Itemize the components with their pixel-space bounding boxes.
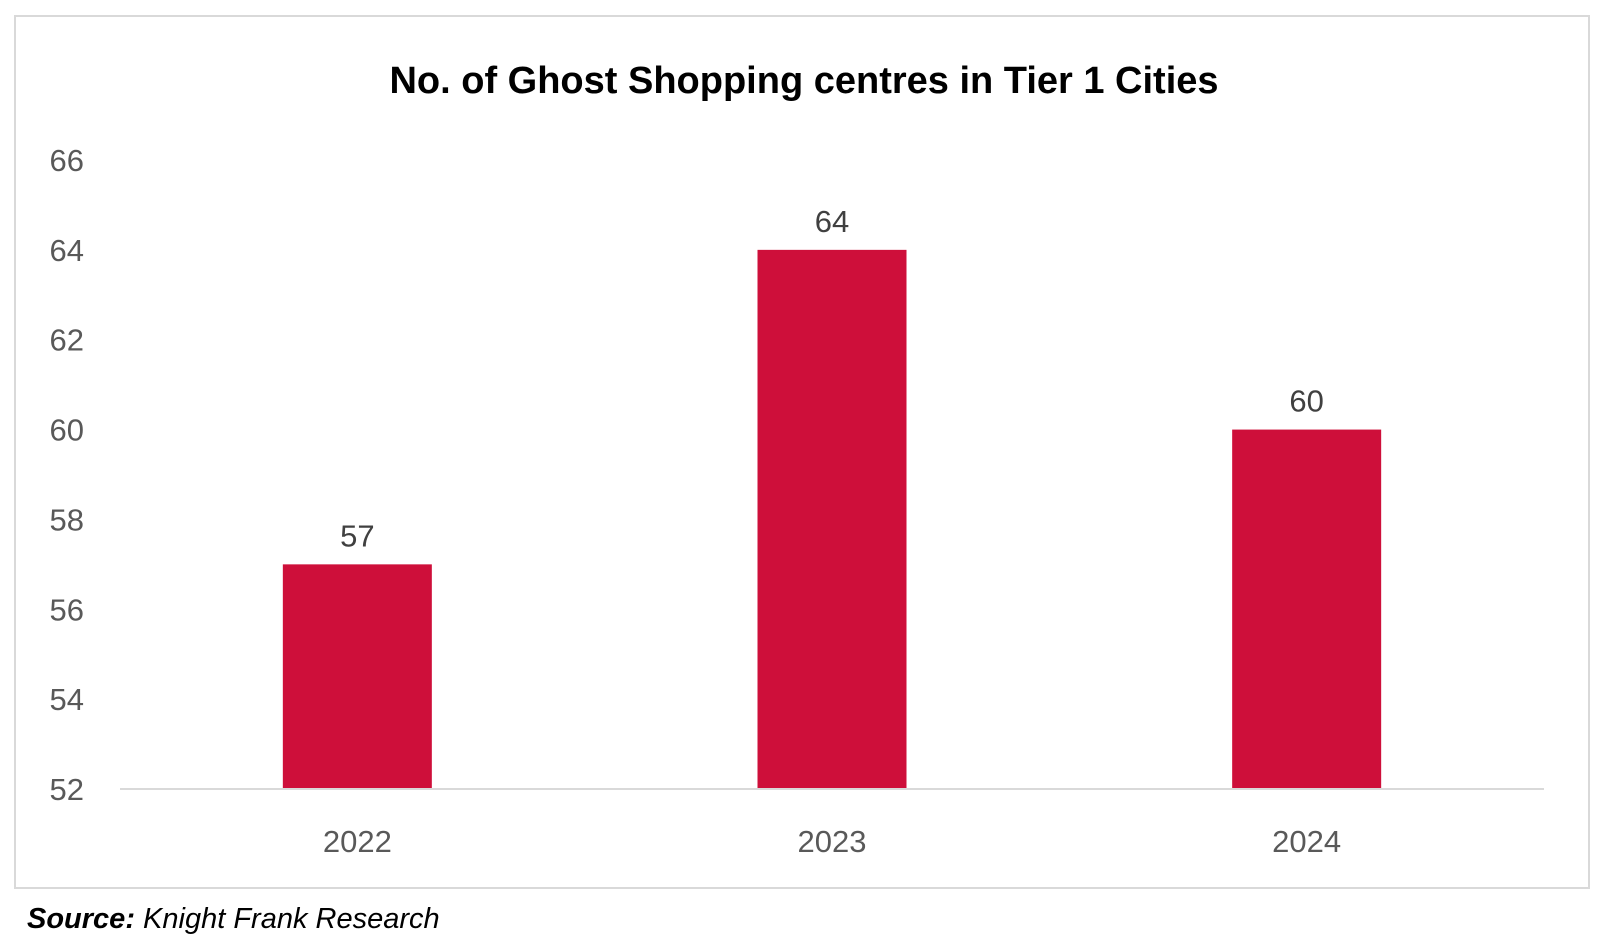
y-tick-label: 54 xyxy=(50,682,84,717)
x-tick-label: 2022 xyxy=(323,824,392,859)
y-tick-label: 60 xyxy=(50,413,84,448)
y-tick-label: 64 xyxy=(50,233,84,268)
source-label: Source: xyxy=(27,903,135,935)
source-text: Knight Frank Research xyxy=(143,903,440,935)
y-tick-label: 52 xyxy=(50,772,84,807)
data-label-2022: 57 xyxy=(340,518,374,553)
y-tick-label: 62 xyxy=(50,323,84,358)
bar-2024 xyxy=(1232,429,1382,789)
y-tick-label: 66 xyxy=(50,143,84,178)
chart-title: No. of Ghost Shopping centres in Tier 1 … xyxy=(389,60,1218,102)
data-label-2023: 64 xyxy=(815,204,849,239)
y-tick-label: 56 xyxy=(50,592,84,627)
bar-2022 xyxy=(282,564,432,789)
data-label-2024: 60 xyxy=(1289,384,1323,419)
x-tick-label: 2024 xyxy=(1272,824,1341,859)
y-tick-label: 58 xyxy=(50,502,84,537)
bar-2023 xyxy=(757,249,907,789)
source-note: Source: Knight Frank Research xyxy=(27,903,440,936)
x-tick-label: 2023 xyxy=(798,824,867,859)
